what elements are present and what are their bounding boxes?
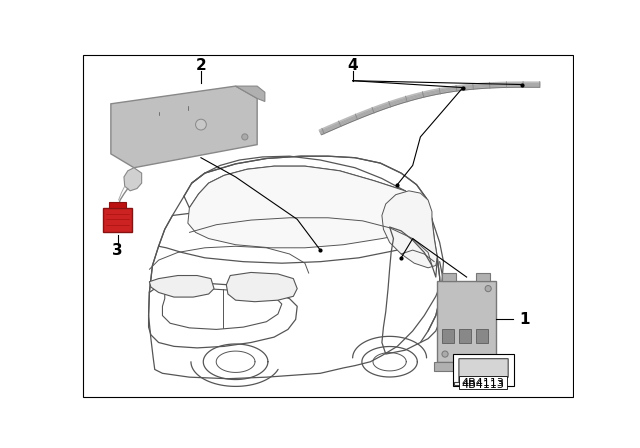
Text: 2: 2 (196, 58, 206, 73)
Text: 4B4113: 4B4113 (461, 380, 504, 390)
Circle shape (442, 351, 448, 357)
Polygon shape (109, 202, 126, 208)
Polygon shape (382, 191, 437, 268)
Circle shape (485, 285, 492, 292)
Circle shape (196, 119, 206, 130)
Circle shape (242, 134, 248, 140)
Polygon shape (476, 329, 488, 343)
Polygon shape (103, 208, 132, 233)
Polygon shape (442, 329, 454, 343)
Bar (452, 354, 515, 386)
Text: 4: 4 (348, 58, 358, 73)
Polygon shape (442, 273, 456, 281)
Polygon shape (476, 273, 490, 281)
Polygon shape (148, 156, 444, 379)
Polygon shape (459, 329, 471, 343)
Polygon shape (124, 168, 141, 191)
Text: 4B4113: 4B4113 (461, 378, 504, 388)
Polygon shape (236, 86, 265, 102)
Polygon shape (459, 359, 508, 382)
Polygon shape (111, 86, 257, 168)
Bar (459, 375, 507, 389)
Polygon shape (437, 281, 496, 362)
Polygon shape (188, 166, 427, 248)
Polygon shape (149, 276, 214, 297)
Text: 1: 1 (519, 312, 529, 327)
Polygon shape (435, 362, 499, 371)
Text: 3: 3 (113, 243, 123, 258)
Polygon shape (227, 272, 297, 302)
